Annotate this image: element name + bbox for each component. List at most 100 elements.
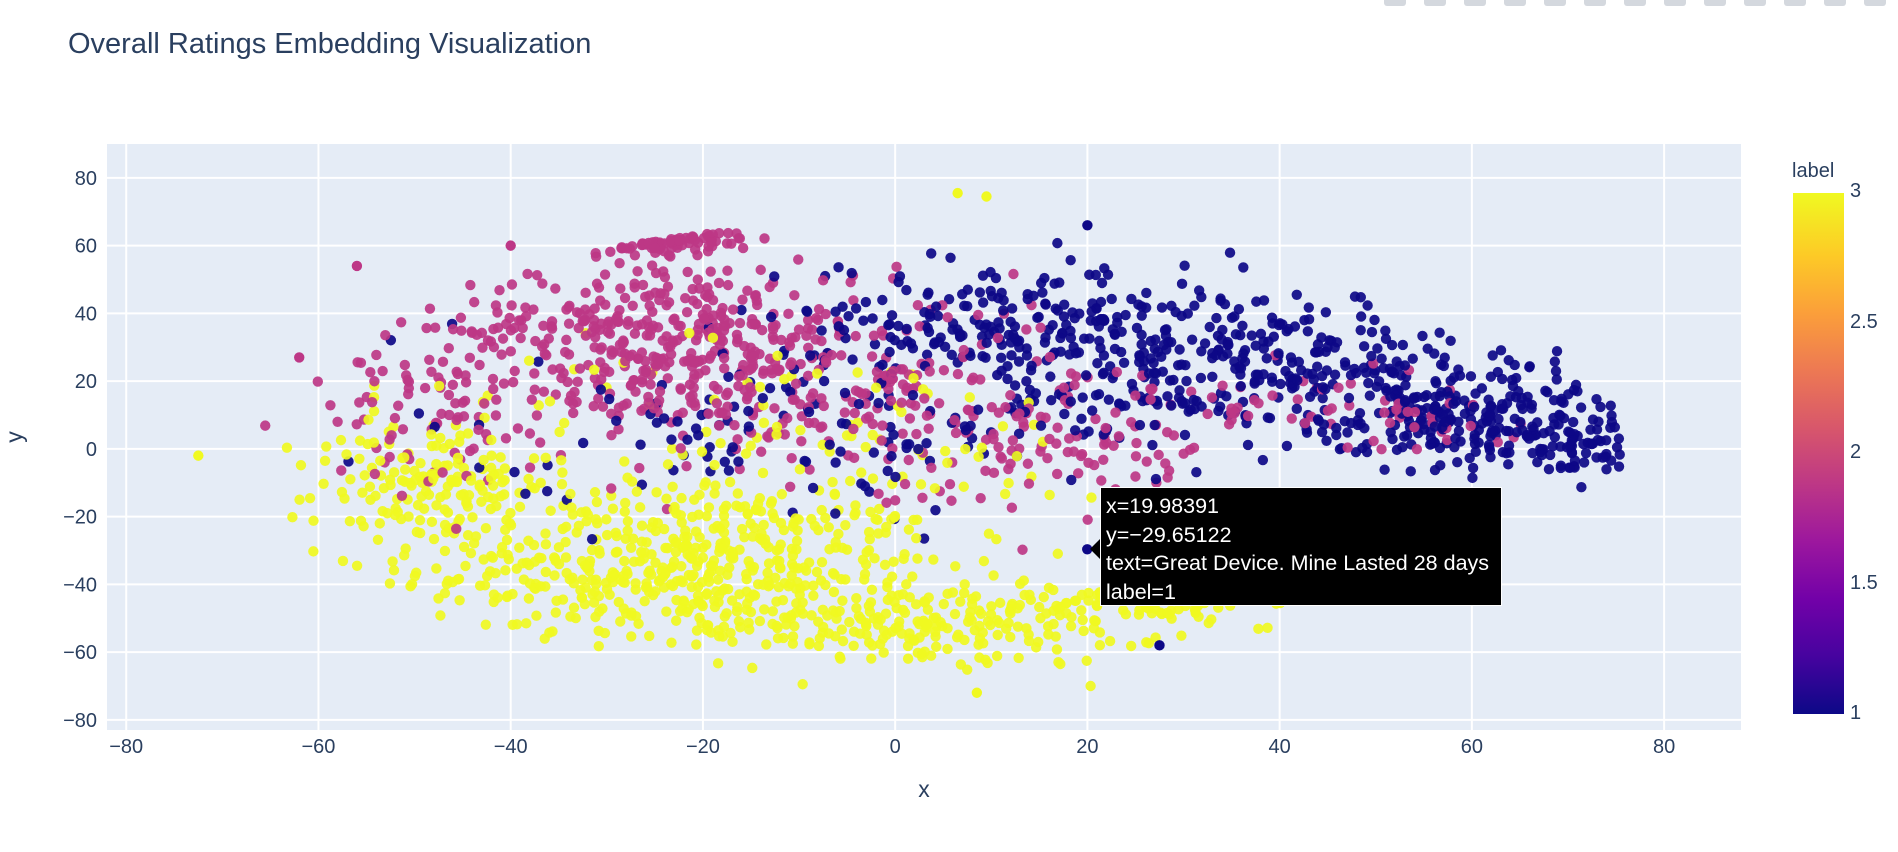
scatter-point[interactable] [523, 473, 534, 485]
scatter-point[interactable] [820, 579, 831, 591]
scatter-point[interactable] [1242, 410, 1254, 422]
scatter-point[interactable] [790, 378, 802, 389]
scatter-point[interactable] [1368, 435, 1379, 447]
scatter-point[interactable] [490, 410, 502, 421]
scatter-point[interactable] [848, 423, 859, 435]
scatter-point[interactable] [873, 503, 885, 515]
scatter-point[interactable] [557, 523, 568, 535]
scatter-point[interactable] [959, 579, 970, 590]
zoom-in-icon[interactable] [1584, 0, 1606, 6]
scatter-point[interactable] [1043, 629, 1054, 640]
scatter-point[interactable] [487, 480, 499, 491]
scatter-point[interactable] [985, 321, 996, 333]
scatter-point[interactable] [991, 650, 1003, 662]
scatter-point[interactable] [428, 473, 439, 484]
scatter-point[interactable] [1216, 334, 1227, 345]
scatter-point[interactable] [1021, 324, 1032, 335]
scatter-point[interactable] [691, 625, 703, 636]
scatter-point[interactable] [369, 468, 381, 480]
scatter-point[interactable] [1257, 454, 1269, 466]
scatter-point[interactable] [893, 276, 904, 288]
scatter-point[interactable] [719, 320, 731, 332]
scatter-point[interactable] [294, 352, 305, 363]
scatter-point[interactable] [1251, 296, 1262, 307]
scatter-point[interactable] [800, 580, 811, 591]
scatter-point[interactable] [1495, 345, 1507, 356]
scatter-point[interactable] [1110, 407, 1121, 418]
scatter-point[interactable] [1429, 421, 1440, 432]
scatter-point[interactable] [1440, 417, 1451, 428]
scatter-point[interactable] [856, 478, 867, 489]
scatter-point[interactable] [366, 396, 378, 408]
scatter-point[interactable] [560, 552, 572, 563]
scatter-point[interactable] [864, 534, 875, 545]
scatter-point[interactable] [556, 479, 568, 490]
scatter-point[interactable] [1411, 444, 1423, 455]
scatter-point[interactable] [495, 491, 506, 502]
scatter-point[interactable] [374, 518, 385, 529]
scatter-point[interactable] [1492, 437, 1503, 448]
scatter-point[interactable] [747, 531, 758, 542]
scatter-point[interactable] [1176, 630, 1187, 641]
scatter-point[interactable] [1052, 237, 1063, 249]
scatter-point[interactable] [387, 556, 398, 567]
scatter-point[interactable] [357, 487, 368, 498]
scatter-point[interactable] [993, 317, 1004, 328]
scatter-point[interactable] [479, 412, 490, 424]
scatter-point[interactable] [804, 464, 815, 475]
scatter-point[interactable] [771, 429, 782, 440]
scatter-point[interactable] [351, 419, 362, 430]
scatter-point[interactable] [444, 438, 455, 450]
scatter-point[interactable] [606, 429, 617, 441]
scatter-point[interactable] [1148, 357, 1159, 369]
scatter-point[interactable] [879, 559, 891, 571]
scatter-point[interactable] [968, 372, 979, 383]
scatter-point[interactable] [1438, 360, 1450, 372]
scatter-point[interactable] [719, 518, 730, 530]
scatter-point[interactable] [393, 400, 404, 411]
scatter-point[interactable] [690, 423, 702, 434]
scatter-point[interactable] [514, 542, 525, 553]
scatter-point[interactable] [771, 620, 782, 632]
scatter-point[interactable] [1168, 374, 1179, 386]
scatter-point[interactable] [1113, 431, 1125, 442]
scatter-point[interactable] [708, 380, 720, 392]
scatter-point[interactable] [1339, 357, 1351, 368]
scatter-point[interactable] [779, 374, 790, 385]
scatter-point[interactable] [1226, 403, 1237, 414]
scatter-point[interactable] [650, 557, 661, 568]
scatter-point[interactable] [388, 565, 400, 576]
scatter-point[interactable] [732, 434, 743, 445]
scatter-point[interactable] [868, 330, 880, 341]
scatter-point[interactable] [1293, 356, 1305, 368]
scatter-point[interactable] [944, 479, 956, 490]
scatter-point[interactable] [377, 365, 388, 377]
scatter-point[interactable] [632, 320, 643, 331]
scatter-point[interactable] [710, 480, 721, 491]
scatter-point[interactable] [547, 364, 558, 375]
scatter-point[interactable] [816, 335, 827, 347]
scatter-point[interactable] [681, 306, 693, 318]
scatter-point[interactable] [603, 316, 614, 327]
scatter-point[interactable] [1083, 426, 1094, 437]
scatter-point[interactable] [921, 410, 933, 421]
scatter-point[interactable] [281, 442, 293, 453]
scatter-point[interactable] [399, 476, 410, 487]
scatter-point[interactable] [1154, 640, 1165, 651]
scatter-point[interactable] [1030, 388, 1042, 399]
scatter-point[interactable] [1483, 394, 1494, 405]
scatter-point[interactable] [985, 266, 996, 278]
scatter-point[interactable] [723, 465, 735, 476]
scatter-point[interactable] [711, 398, 723, 409]
scatter-point[interactable] [1320, 307, 1332, 318]
scatter-point[interactable] [646, 549, 657, 560]
scatter-point[interactable] [731, 606, 743, 617]
scatter-point[interactable] [538, 386, 550, 397]
scatter-point[interactable] [442, 507, 454, 518]
scatter-point[interactable] [737, 370, 748, 381]
scatter-point[interactable] [325, 400, 336, 411]
scatter-point[interactable] [712, 658, 724, 669]
scatter-point[interactable] [901, 323, 912, 335]
scatter-point[interactable] [1039, 337, 1051, 348]
scatter-point[interactable] [1405, 466, 1416, 477]
